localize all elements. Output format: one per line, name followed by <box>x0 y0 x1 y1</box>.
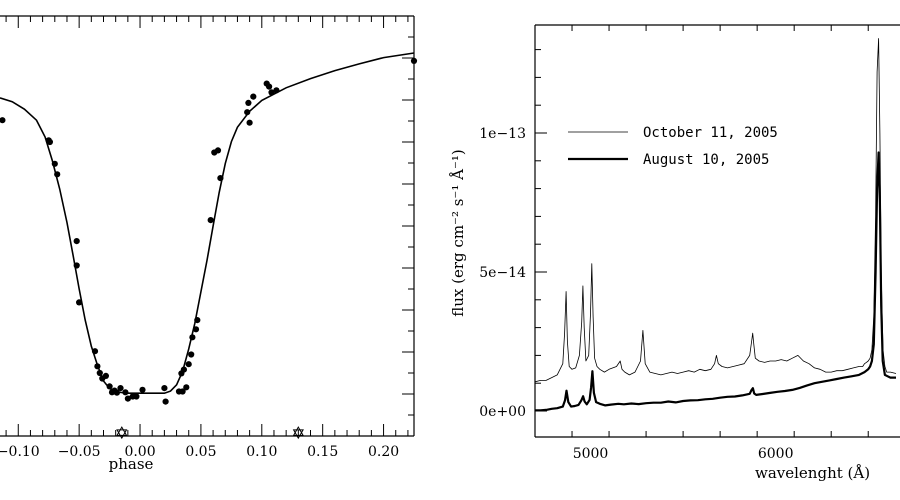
right-x-ticks <box>571 25 869 437</box>
legend-label-october: October 11, 2005 <box>643 125 778 141</box>
left-x-axis-title: phase <box>109 455 154 473</box>
data-point <box>207 217 214 224</box>
left-x-tick-label: 0.05 <box>185 444 216 460</box>
left-y-ticks <box>402 36 414 416</box>
data-point <box>244 109 251 116</box>
right-y-tick-label: 1e−13 <box>479 126 526 142</box>
data-point <box>117 385 124 392</box>
data-point <box>214 147 222 154</box>
star-triangle-up <box>292 426 304 436</box>
data-point <box>188 351 195 358</box>
data-point <box>0 117 6 124</box>
data-point <box>96 369 103 377</box>
data-point <box>73 238 80 245</box>
data-point <box>162 398 169 405</box>
data-point <box>217 175 224 182</box>
data-point <box>51 160 58 167</box>
star-marker <box>292 426 304 440</box>
data-point <box>76 299 83 306</box>
model-curve <box>0 52 415 394</box>
data-point <box>192 326 200 333</box>
data-point <box>133 393 140 400</box>
right-x-tick-label: 6000 <box>758 446 794 462</box>
right-x-axis-title: wavelenght (Å) <box>755 464 870 482</box>
spectrum-august <box>535 151 896 412</box>
star-triangle-up <box>116 426 128 436</box>
data-point <box>46 138 54 146</box>
right-y-tick-label: 0e+00 <box>479 404 526 420</box>
data-point <box>139 386 146 393</box>
left-x-tick-label: 0.15 <box>307 444 338 460</box>
data-point <box>246 119 253 126</box>
data-point <box>91 348 99 355</box>
left-x-tick-label: 0.10 <box>246 444 277 460</box>
left-x-ticks <box>5 16 409 436</box>
left-x-tick-label: −0.10 <box>0 444 40 460</box>
star-marker <box>116 426 128 440</box>
left-panel: −0.10 −0.05 0.00 0.05 0.10 0.15 0.20 phase <box>0 15 418 473</box>
observed-points <box>0 57 418 405</box>
right-y-axis-title: flux (erg cm⁻² s⁻¹ Å⁻¹) <box>449 149 467 317</box>
data-point <box>106 383 113 390</box>
left-x-tick-label: 0.20 <box>368 444 399 460</box>
star-triangle-down <box>292 429 304 440</box>
data-point <box>73 262 80 269</box>
star-triangle-down <box>116 429 128 440</box>
legend-label-august: August 10, 2005 <box>643 152 769 168</box>
data-point <box>94 363 101 370</box>
data-point <box>179 388 186 395</box>
left-x-tick-label: −0.05 <box>58 444 101 460</box>
right-x-tick-label: 5000 <box>573 446 609 462</box>
data-point <box>183 384 190 391</box>
data-point <box>54 171 61 178</box>
data-point <box>410 57 418 64</box>
data-point <box>273 87 280 94</box>
right-y-ticks <box>535 49 547 412</box>
spectrum-october <box>534 38 897 383</box>
right-x-tick-labels: 5000 6000 <box>573 446 794 462</box>
left-x-tick-label: 0.00 <box>124 444 155 460</box>
data-point <box>250 93 257 100</box>
spectra-series <box>534 38 897 412</box>
right-y-tick-label: 5e−14 <box>479 265 526 281</box>
data-point <box>268 89 275 96</box>
data-point <box>124 395 131 402</box>
data-point <box>113 389 120 396</box>
data-point <box>180 366 187 373</box>
data-point <box>102 372 109 379</box>
left-x-tick-labels: −0.10 −0.05 0.00 0.05 0.10 0.15 0.20 <box>0 444 399 460</box>
data-point <box>189 334 196 341</box>
right-y-tick-labels: 0e+00 5e−14 1e−13 <box>479 126 526 420</box>
data-point <box>161 385 168 392</box>
data-point <box>122 389 129 396</box>
data-point <box>194 317 201 324</box>
star-markers <box>116 426 304 440</box>
data-point <box>245 99 252 106</box>
right-panel: 5000 6000 0e+00 5e−14 1e−13 October 11, 200… <box>449 24 900 482</box>
data-point <box>266 83 273 90</box>
data-point <box>185 361 192 368</box>
legend: October 11, 2005 August 10, 2005 <box>568 125 778 168</box>
